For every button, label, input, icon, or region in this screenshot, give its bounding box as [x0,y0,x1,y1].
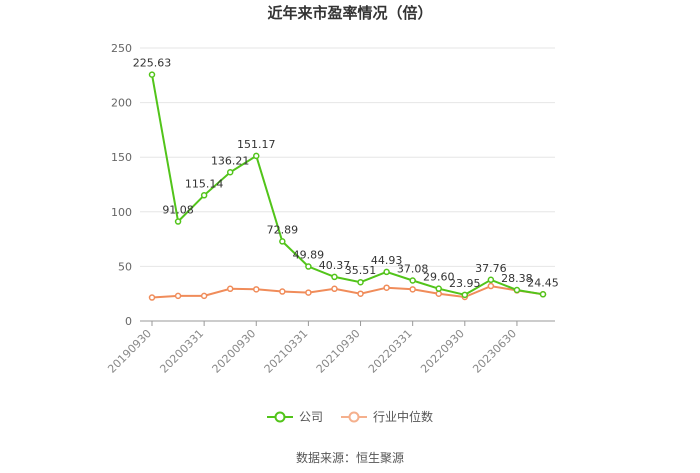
y-tick-label: 100 [111,206,132,219]
data-label: 151.17 [237,138,276,151]
data-point-industry-median [383,284,390,291]
legend-label-industry-median: 行业中位数 [373,410,434,424]
data-label: 28.38 [501,272,533,285]
y-tick-label: 250 [111,42,132,55]
data-point-industry-median [305,289,312,296]
x-tick-label: 20200331 [157,327,206,376]
data-point-industry-median [487,282,495,290]
data-point-industry-median [253,286,260,293]
chart-title: 近年来市盈率情况（倍） [267,4,433,22]
data-point-company [279,238,286,245]
x-tick-label: 20230630 [470,327,519,376]
data-point-company [174,218,182,225]
x-tick-label: 20220331 [366,327,415,376]
data-point-company [200,192,208,199]
data-label: 72.89 [267,223,299,236]
data-point-industry-median [174,292,182,300]
data-point-company [305,263,312,270]
data-label: 49.89 [293,249,325,262]
data-source: 数据来源：恒生聚源 [295,451,404,465]
data-label: 35.51 [345,264,377,277]
legend-label-company: 公司 [298,410,323,424]
data-point-company [409,277,416,284]
legend-swatch-company [266,411,293,422]
data-point-company [226,169,234,176]
data-label: 225.63 [133,57,172,70]
y-tick-label: 200 [111,97,132,110]
data-point-company [513,286,521,294]
data-point-industry-median [331,285,338,293]
data-point-company [461,291,469,299]
data-point-company [539,291,547,298]
data-label: 40.37 [319,259,351,272]
data-point-company [331,273,338,281]
data-point-industry-median [200,292,208,300]
y-tick-label: 0 [125,315,132,328]
legend-item-industry-median[interactable]: 行业中位数 [341,408,433,425]
data-label: 91.08 [162,204,194,217]
data-label: 37.76 [475,262,507,275]
data-point-company [383,268,390,276]
legend-item-company[interactable]: 公司 [266,408,323,425]
data-point-industry-median [226,285,234,293]
data-point-company [148,71,156,78]
data-point-company [357,278,364,286]
legend-swatch-industry-median [341,411,367,422]
x-tick-label: 20220930 [418,327,467,376]
y-tick-label: 50 [118,260,132,273]
y-tick-label: 150 [111,151,132,164]
data-point-company [435,285,442,292]
x-tick-label: 20210930 [314,327,363,376]
data-label: 24.45 [527,276,559,289]
data-label: 115.14 [185,177,224,190]
data-label: 29.60 [423,271,455,284]
data-point-industry-median [148,294,156,301]
data-point-company [253,152,260,160]
data-label: 136.21 [211,154,250,167]
legend: 公司 行业中位数 [0,408,700,425]
data-point-industry-median [435,290,442,297]
x-tick-label: 20210331 [262,327,311,376]
x-tick-label: 20190930 [105,327,154,376]
data-point-industry-median [357,290,364,297]
data-point-industry-median [409,286,416,293]
series-line-company [151,74,544,296]
data-label: 23.95 [449,277,481,290]
data-label: 37.08 [397,263,429,276]
x-tick-label: 20200930 [210,327,259,376]
data-point-industry-median [279,288,286,295]
series-line-industry-median [151,285,544,299]
data-point-company [487,276,495,284]
data-label: 44.93 [371,254,403,267]
